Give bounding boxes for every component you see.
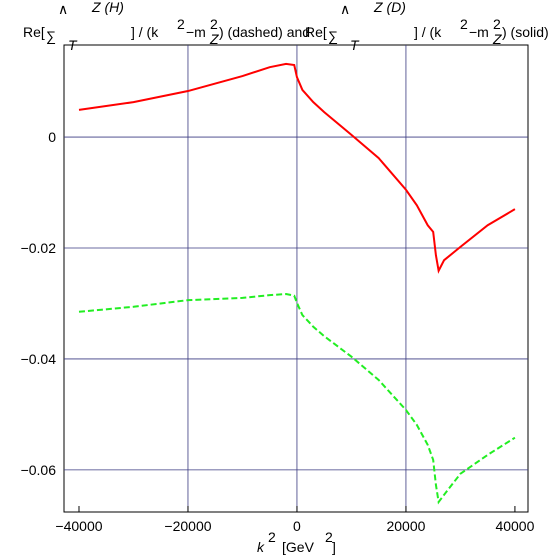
title-part: 2 — [460, 16, 468, 32]
title-part: Z — [209, 31, 219, 47]
x-tick-label: 0 — [293, 518, 301, 534]
title-part: Re[ — [305, 24, 327, 40]
x-tick-label: −20000 — [164, 518, 211, 534]
title-part: 2 — [210, 16, 218, 32]
x-axis-label: [GeV — [282, 539, 315, 555]
title-part: Z (D) — [373, 0, 406, 15]
x-axis-label: 2 — [325, 529, 333, 545]
title-part: −m — [469, 24, 489, 40]
title-part: −m — [186, 24, 206, 40]
title-part: ) (solid) — [502, 24, 549, 40]
title-part: ] / (k — [414, 24, 442, 40]
x-tick-label: −40000 — [55, 518, 102, 534]
title-part: ] / (k — [131, 24, 159, 40]
title-part: ∑ — [328, 28, 338, 44]
x-axis-label: k — [257, 539, 265, 555]
title-part: ∑ — [46, 28, 56, 44]
title-part: Z (H) — [91, 0, 124, 15]
title-part: T — [68, 37, 78, 53]
title-part: T — [350, 37, 360, 53]
x-axis-label: ] — [332, 539, 336, 555]
title-part: Re[ — [23, 24, 45, 40]
data-line — [78, 62, 516, 274]
title-part: ∧ — [340, 1, 350, 17]
y-tick-label: 0 — [48, 129, 56, 145]
x-tick-label: 40000 — [495, 518, 534, 534]
y-tick-label: −0.06 — [21, 462, 57, 478]
x-axis-label: 2 — [268, 529, 276, 545]
title-part: ∧ — [58, 1, 68, 17]
y-tick-label: −0.02 — [21, 240, 57, 256]
y-tick-label: −0.04 — [21, 351, 57, 367]
title-part: ) (dashed) and — [219, 24, 310, 40]
title-part: 2 — [177, 16, 185, 32]
title-part: Z — [492, 31, 502, 47]
plot-frame — [63, 44, 529, 513]
data-line — [78, 293, 516, 505]
title-part: 2 — [493, 16, 501, 32]
x-tick-label: 20000 — [386, 518, 425, 534]
